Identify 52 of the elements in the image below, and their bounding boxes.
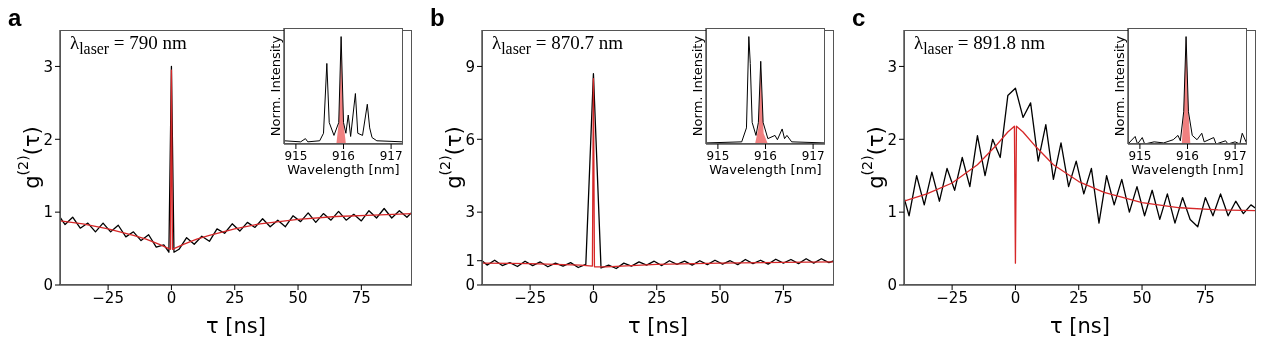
- y-tick-label: 0: [43, 276, 53, 295]
- x-tick-label: 0: [166, 288, 177, 307]
- y-tick-label: 3: [887, 57, 897, 76]
- y-tick-label: 6: [465, 130, 475, 149]
- x-tick-label: 75: [1195, 288, 1215, 307]
- y-tick-label: 1: [887, 203, 897, 222]
- x-axis-title: Wavelength [nm]: [709, 162, 822, 177]
- x-axis-title: Wavelength [nm]: [287, 162, 400, 177]
- y-tick-label: 3: [465, 203, 475, 222]
- y-tick-label: 1: [465, 252, 475, 271]
- x-tick-label: 917: [1223, 148, 1247, 163]
- x-tick-label: 917: [379, 148, 403, 163]
- y-tick-label: 0: [887, 276, 897, 295]
- x-tick-label: −25: [92, 288, 124, 307]
- x-tick-label: 0: [588, 288, 599, 307]
- y-tick-label: 1: [43, 203, 53, 222]
- y-tick-label: 3: [43, 57, 53, 76]
- y-tick-label: 2: [43, 130, 53, 149]
- chart-title: b: [430, 7, 445, 32]
- x-tick-label: 916: [754, 148, 777, 163]
- x-tick-label: 915: [706, 148, 730, 163]
- x-tick-label: 75: [351, 288, 371, 307]
- x-tick-label: 25: [225, 288, 245, 307]
- chart-title: a: [8, 7, 22, 32]
- y-axis-title: Norm. Intensity: [1112, 35, 1127, 137]
- x-tick-label: 50: [288, 288, 308, 307]
- x-axis-title: τ [ns]: [628, 314, 688, 338]
- x-tick-label: 916: [1176, 148, 1199, 163]
- x-tick-label: 915: [1128, 148, 1152, 163]
- y-tick-label: 9: [465, 57, 475, 76]
- x-tick-label: 25: [647, 288, 667, 307]
- x-tick-label: −25: [936, 288, 968, 307]
- x-tick-label: 50: [710, 288, 730, 307]
- x-tick-label: 0: [1010, 288, 1021, 307]
- annotation: λ$_{laser}$ = 870.7 nm: [492, 32, 624, 58]
- annotation: λ$_{laser}$ = 891.8 nm: [914, 32, 1046, 58]
- x-tick-label: 916: [332, 148, 355, 163]
- x-axis-title: τ [ns]: [1050, 314, 1110, 338]
- y-tick-label: 2: [887, 130, 897, 149]
- y-axis-title: Norm. Intensity: [268, 35, 283, 137]
- x-axis-title: Wavelength [nm]: [1131, 162, 1244, 177]
- x-axis-title: τ [ns]: [206, 314, 266, 338]
- x-tick-label: 25: [1069, 288, 1089, 307]
- y-axis-title: Norm. Intensity: [690, 35, 705, 137]
- y-tick-label: 0: [465, 276, 475, 295]
- x-tick-label: −25: [514, 288, 546, 307]
- x-tick-label: 75: [773, 288, 793, 307]
- x-tick-label: 915: [284, 148, 308, 163]
- x-tick-label: 917: [801, 148, 825, 163]
- x-tick-label: 50: [1132, 288, 1152, 307]
- chart-title: c: [852, 7, 866, 32]
- annotation: λ$_{laser}$ = 790 nm: [70, 32, 187, 58]
